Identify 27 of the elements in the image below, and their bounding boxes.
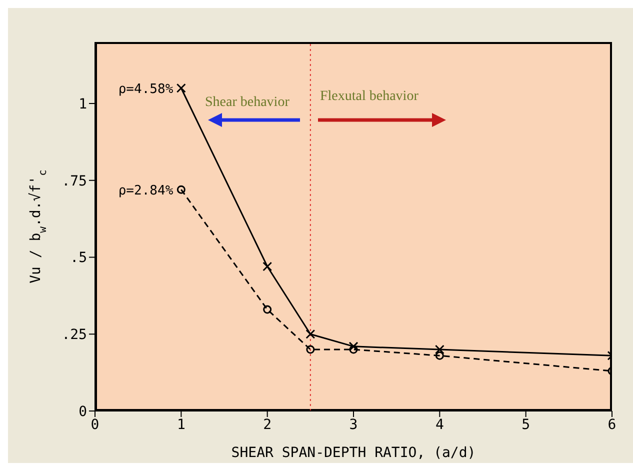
point (349, 345, 358, 354)
point (176, 185, 186, 194)
series-label: ρ=2.84% (118, 184, 174, 199)
series-label: ρ=4.58% (118, 82, 174, 98)
x-tick-label: 5 (522, 416, 530, 433)
x-tick-label: 1 (176, 416, 186, 433)
y-tick-label: .5 (70, 250, 87, 266)
x-axis-title: SHEAR SPAN-DEPTH RATIO, (a/d) (231, 445, 476, 461)
point (176, 83, 186, 93)
point (306, 345, 315, 354)
point (435, 351, 444, 360)
x-tick-label: 4 (435, 416, 444, 433)
y-tick-label: 1 (78, 96, 87, 112)
x-tick-label: 0 (90, 416, 100, 433)
point (434, 344, 444, 354)
y-tick-label: .75 (62, 173, 87, 190)
point (348, 342, 358, 352)
x-tick-label: 3 (349, 416, 358, 433)
x-tick-label: 2 (263, 416, 272, 433)
point (263, 305, 272, 314)
annotation: Shear behavior (205, 95, 290, 110)
point (262, 262, 272, 272)
y-tick-label: 0 (78, 404, 87, 420)
point (306, 329, 316, 339)
y-tick-label: .25 (62, 327, 87, 344)
annotation: Flexutal behavior (320, 89, 419, 104)
x-tick-label: 6 (608, 416, 616, 433)
